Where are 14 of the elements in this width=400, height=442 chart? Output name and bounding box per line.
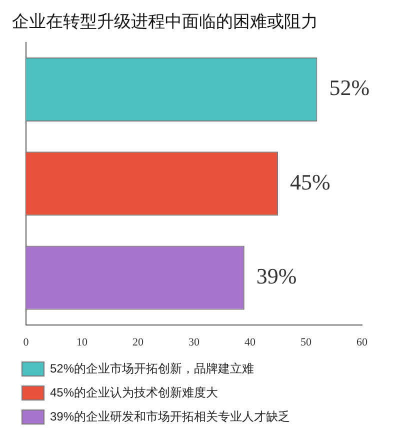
x-tick-label: 10 — [76, 336, 88, 348]
chart-title: 企业在转型升级进程中面临的困难或阻力 — [12, 12, 318, 31]
x-tick-label: 20 — [132, 336, 144, 348]
legend-label: 52%的企业市场开拓创新，品牌建立难 — [50, 361, 254, 376]
data-label: 45% — [290, 169, 330, 194]
legend-label: 45%的企业认为技术创新难度大 — [50, 385, 218, 400]
legend-label: 39%的企业研发和市场开拓相关专业人才缺乏 — [50, 409, 290, 424]
x-tick-label: 60 — [356, 336, 368, 348]
x-tick-label: 0 — [23, 336, 30, 348]
data-label: 39% — [256, 264, 297, 289]
x-tick-label: 30 — [188, 336, 200, 348]
data-label: 52% — [329, 75, 370, 100]
x-tick-label: 50 — [300, 336, 312, 348]
x-tick-label: 40 — [244, 336, 256, 348]
